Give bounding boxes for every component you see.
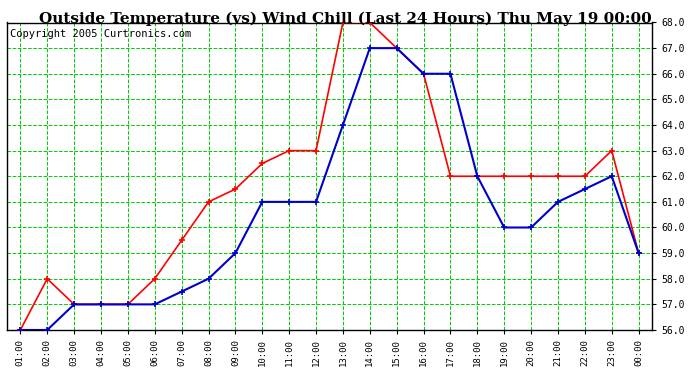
Text: Copyright 2005 Curtronics.com: Copyright 2005 Curtronics.com <box>10 28 191 39</box>
Text: Outside Temperature (vs) Wind Chill (Last 24 Hours) Thu May 19 00:00: Outside Temperature (vs) Wind Chill (Las… <box>39 11 651 26</box>
